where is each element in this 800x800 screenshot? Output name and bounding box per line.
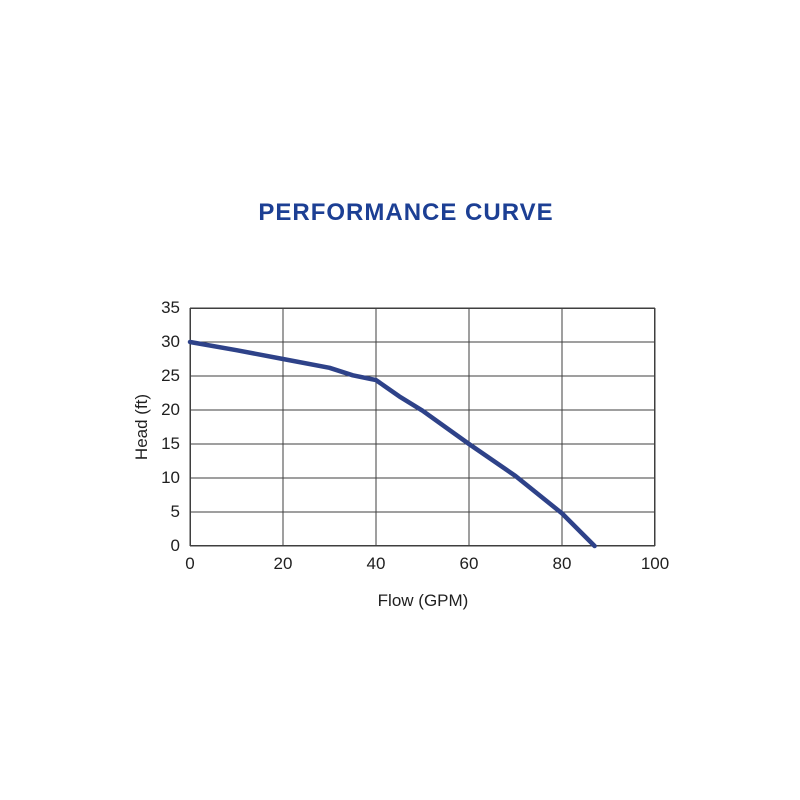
x-tick-label-0: 0 — [185, 554, 195, 573]
x-tick-label-80: 80 — [552, 554, 572, 573]
y-tick-label-5: 5 — [170, 502, 180, 521]
y-tick-label-25: 25 — [161, 366, 180, 385]
x-tick-label-60: 60 — [459, 554, 479, 573]
plot-border — [190, 308, 655, 546]
plot-area — [187, 307, 656, 549]
y-tick-label-30: 30 — [161, 332, 180, 351]
x-axis-label: Flow (GPM) — [377, 591, 469, 610]
y-tick-label-0: 0 — [170, 536, 180, 555]
x-tick-label-40: 40 — [366, 554, 386, 573]
x-tick-label-20: 20 — [273, 554, 293, 573]
y-tick-label-15: 15 — [161, 434, 180, 453]
y-tick-label-10: 10 — [161, 468, 180, 487]
performance-curve-svg — [187, 307, 656, 549]
chart-title: PERFORMANCE CURVE — [258, 199, 554, 226]
x-tick-label-100: 100 — [640, 554, 670, 573]
y-tick-label-35: 35 — [161, 298, 180, 317]
y-tick-label-20: 20 — [161, 400, 180, 419]
head-flow-curve — [187, 339, 597, 549]
